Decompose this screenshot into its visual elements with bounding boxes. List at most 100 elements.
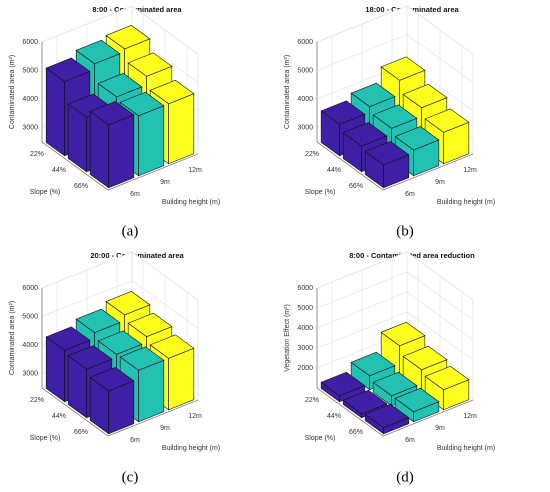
caption: (d) bbox=[396, 469, 414, 485]
bar-top bbox=[105, 25, 151, 50]
z-tick-label: 4000 bbox=[297, 325, 313, 332]
y-tick-label: 6m bbox=[130, 191, 140, 198]
x-axis-label: Slope (%) bbox=[30, 435, 61, 442]
chart-title: 18:00 - Contaminated area bbox=[365, 5, 459, 14]
y-tick-label: 6m bbox=[405, 191, 415, 198]
bar-front bbox=[168, 347, 195, 411]
z-tick-label: 3000 bbox=[297, 345, 313, 352]
z-tick-label: 2000 bbox=[297, 365, 313, 372]
y-axis-label: Building height (m) bbox=[437, 199, 495, 206]
bar-top bbox=[45, 57, 91, 82]
grid-line bbox=[316, 34, 474, 83]
bar-top bbox=[364, 403, 410, 429]
x-axis-label: Slope (%) bbox=[305, 435, 336, 442]
bar-top bbox=[119, 346, 165, 371]
bar-top bbox=[372, 104, 418, 129]
x-tick-label: 66% bbox=[74, 183, 88, 190]
bar-top bbox=[380, 321, 426, 347]
bar-top bbox=[105, 291, 151, 316]
bar-top bbox=[424, 108, 470, 133]
z-tick-label: 6000 bbox=[22, 285, 38, 292]
bar-top bbox=[89, 367, 135, 392]
x-tick-label: 44% bbox=[327, 413, 341, 420]
bar-front bbox=[138, 105, 165, 177]
x-axis-label: Slope (%) bbox=[305, 189, 336, 196]
z-tick-label: 6000 bbox=[297, 39, 313, 46]
y-tick-label: 9m bbox=[160, 179, 170, 186]
chart-panel: 8:00 - Contaminated area 3000 4000 5000 6000… bbox=[9, 5, 220, 239]
x-axis-label: Slope (%) bbox=[30, 189, 61, 196]
axis-line bbox=[41, 141, 199, 191]
x-tick-label: 44% bbox=[52, 413, 66, 420]
x-tick-label: 44% bbox=[52, 167, 66, 174]
bar-front bbox=[168, 93, 195, 165]
axis-line bbox=[316, 387, 474, 437]
y-tick-label: 9m bbox=[435, 179, 445, 186]
chart-title: 8:00 - Contaminated area bbox=[92, 5, 182, 14]
bar-top bbox=[394, 126, 440, 151]
bar-front bbox=[108, 114, 135, 189]
bar-top bbox=[149, 334, 195, 359]
chart-title: 20:00 - Contaminated area bbox=[90, 251, 184, 260]
chart-panel: 18:00 - Contaminated area 3000 4000 5000 600… bbox=[284, 5, 495, 239]
bar-top bbox=[119, 91, 165, 117]
grid-line bbox=[41, 251, 199, 301]
grid-line bbox=[316, 311, 474, 361]
axis-line bbox=[316, 141, 474, 191]
z-tick-label: 5000 bbox=[22, 67, 38, 74]
x-tick-label: 22% bbox=[30, 397, 44, 404]
z-tick-label: 6000 bbox=[297, 285, 313, 292]
x-tick-label: 66% bbox=[349, 429, 363, 436]
z-axis-label: Vegetation Effect (m²) bbox=[284, 304, 291, 372]
bar-top bbox=[394, 387, 440, 413]
z-tick-label: 3000 bbox=[22, 125, 38, 132]
z-tick-label: 4000 bbox=[22, 342, 38, 349]
y-tick-label: 6m bbox=[405, 437, 415, 444]
z-tick-label: 5000 bbox=[297, 305, 313, 312]
bar-top bbox=[75, 39, 121, 65]
bar-top bbox=[424, 365, 470, 391]
chart-panel: 20:00 - Contaminated area 3000 4000 5000 600… bbox=[9, 251, 220, 485]
y-axis-label: Building height (m) bbox=[437, 445, 495, 452]
bar-top bbox=[89, 101, 135, 126]
bar-top bbox=[320, 371, 366, 397]
x-tick-label: 22% bbox=[30, 151, 44, 158]
z-tick-label: 4000 bbox=[22, 96, 38, 103]
bar-top bbox=[342, 389, 388, 415]
z-axis-label: Contaminated area (m²) bbox=[284, 55, 291, 129]
bar-top bbox=[380, 56, 426, 81]
y-tick-label: 12m bbox=[188, 167, 202, 174]
z-tick-label: 3000 bbox=[297, 125, 313, 132]
axis-line bbox=[41, 387, 199, 437]
grid-line bbox=[316, 5, 474, 55]
y-tick-label: 9m bbox=[160, 425, 170, 432]
grid-line bbox=[41, 5, 199, 55]
chart-panel: 8:00 - Contaminated area reduction200030… bbox=[284, 251, 495, 485]
x-tick-label: 22% bbox=[305, 397, 319, 404]
x-tick-label: 22% bbox=[305, 151, 319, 158]
bar-top bbox=[127, 52, 173, 77]
bar-top bbox=[372, 371, 418, 397]
z-tick-label: 5000 bbox=[297, 67, 313, 74]
bar-top bbox=[342, 122, 388, 147]
bar-top bbox=[402, 83, 448, 109]
y-axis-label: Building height (m) bbox=[162, 199, 220, 206]
bar-top bbox=[75, 308, 121, 333]
y-tick-label: 12m bbox=[463, 413, 477, 420]
bar-top bbox=[127, 312, 173, 337]
y-tick-label: 12m bbox=[188, 413, 202, 420]
y-tick-label: 12m bbox=[463, 167, 477, 174]
grid-line bbox=[316, 251, 474, 301]
z-tick-label: 6000 bbox=[22, 39, 38, 46]
bar-top bbox=[97, 73, 143, 98]
grid-line bbox=[316, 291, 474, 341]
bar-top bbox=[364, 141, 410, 166]
z-tick-label: 5000 bbox=[22, 313, 38, 320]
caption: (a) bbox=[122, 223, 139, 239]
bar-top bbox=[320, 100, 366, 125]
bar-front bbox=[138, 359, 165, 423]
bar-top bbox=[350, 82, 396, 107]
z-axis-label: Contaminated area (m²) bbox=[9, 55, 16, 129]
bar-side bbox=[45, 67, 65, 157]
